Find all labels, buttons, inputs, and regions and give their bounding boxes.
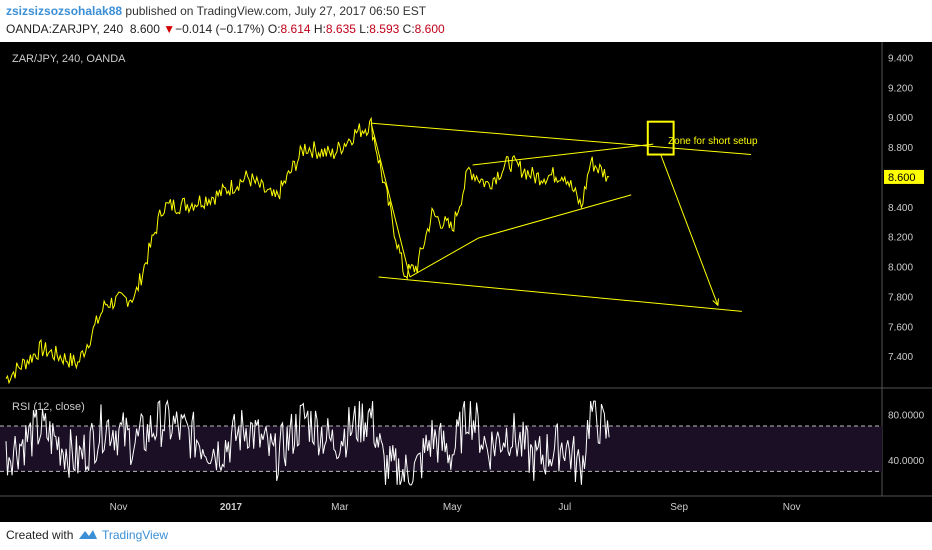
chart-header: zsizsizsozsohalak88 published on Trading… <box>0 0 932 42</box>
short-zone-box <box>646 120 675 156</box>
time-tick-label: Jul <box>558 502 571 513</box>
rsi-title: RSI (12, close) <box>12 401 85 413</box>
time-tick-label: Mar <box>331 502 349 513</box>
trendline <box>477 194 632 239</box>
tradingview-logo-icon[interactable] <box>78 527 98 541</box>
high-label: H: <box>313 22 326 36</box>
footer: Created with TradingView <box>0 522 932 550</box>
close-value: 8.600 <box>414 22 445 36</box>
trendline <box>371 122 752 156</box>
price-line <box>5 116 610 385</box>
price-tick-label: 9.400 <box>888 53 913 64</box>
price-tick-label: 9.200 <box>888 83 913 94</box>
price-tick-label: 7.600 <box>888 322 913 333</box>
ohlc-bar: OANDA:ZARJPY, 240 8.600 ▼−0.014 (−0.17%)… <box>6 22 445 36</box>
time-tick-label: Nov <box>783 502 801 513</box>
time-tick-label: May <box>443 502 462 513</box>
trendline <box>409 237 479 278</box>
zone-annotation-text: Zone for short setup <box>668 136 758 147</box>
trendline <box>370 123 411 278</box>
last-price-marker <box>884 169 924 184</box>
symbol-label: OANDA:ZARJPY, 240 <box>6 22 124 36</box>
publish-date: published on TradingView.com, July 27, 2… <box>125 4 427 18</box>
created-with-label: Created with <box>6 528 74 542</box>
price-tick-label: 8.000 <box>888 263 913 274</box>
author-name[interactable]: zsizsizsozsohalak88 <box>6 4 123 18</box>
price-tick-label: 7.400 <box>888 352 913 363</box>
target-arrow-line <box>660 154 719 306</box>
time-tick-label: Sep <box>670 502 688 513</box>
price-tick-label: 9.000 <box>888 113 913 124</box>
rsi-line <box>5 399 610 486</box>
open-label: O: <box>267 22 281 36</box>
rsi-series <box>5 399 610 486</box>
low-label: L: <box>359 22 370 36</box>
price-tick-label: 7.800 <box>888 292 913 303</box>
main-chart-title: ZAR/JPY, 240, OANDA <box>12 53 126 65</box>
open-value: 8.614 <box>280 22 311 36</box>
price-tick-label: 8.200 <box>888 233 913 244</box>
publish-info: zsizsizsozsohalak88 published on Trading… <box>6 4 426 18</box>
close-label: C: <box>402 22 415 36</box>
time-tick-label: Nov <box>110 502 128 513</box>
time-axis: Nov 2017 Mar May Jul Sep Nov <box>110 502 801 513</box>
last-price: 8.600 <box>129 22 160 36</box>
price-change: −0.014 (−0.17%) <box>175 22 265 36</box>
trendline <box>378 276 742 312</box>
last-price-axis-label: 8.600 <box>888 172 916 184</box>
arrow-head-icon <box>712 298 719 307</box>
drawings[interactable]: Zone for short setup <box>370 120 758 312</box>
rsi-tick-label: 40.0000 <box>888 456 925 467</box>
rsi-axis: 80.0000 40.0000 <box>888 411 925 467</box>
chart-canvas[interactable]: ZAR/JPY, 240, OANDA RSI (12, close) 9.40… <box>0 42 932 522</box>
price-series <box>5 116 610 385</box>
low-value: 8.593 <box>369 22 400 36</box>
trendline <box>472 143 654 166</box>
rsi-tick-label: 80.0000 <box>888 411 925 422</box>
price-tick-label: 8.400 <box>888 203 913 214</box>
time-tick-label: 2017 <box>220 502 243 513</box>
price-axis: 9.400 9.200 9.000 8.800 8.600 8.400 8.200 8.000… <box>888 53 913 363</box>
down-arrow-icon: ▼ <box>163 22 176 36</box>
chart-area[interactable]: ZAR/JPY, 240, OANDA RSI (12, close) 9.40… <box>0 42 932 522</box>
high-value: 8.635 <box>325 22 356 36</box>
price-tick-label: 8.800 <box>888 143 913 154</box>
tradingview-brand[interactable]: TradingView <box>102 528 169 542</box>
